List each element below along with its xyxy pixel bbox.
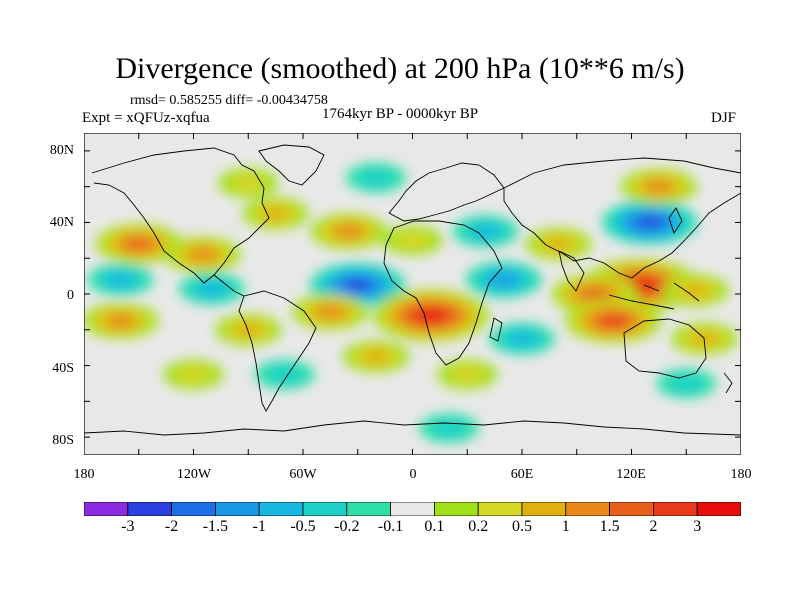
experiment-label: Expt = xQFUz-xqfua: [82, 110, 210, 126]
field-blob-13-level-2: [106, 272, 135, 287]
colorbar-box-6: [346, 502, 391, 516]
colorbar-box-13: [653, 502, 698, 516]
colorbar-box-3: [214, 502, 260, 516]
lon-label-120w: 120W: [176, 467, 212, 482]
field-blob-11-level-5: [346, 279, 369, 291]
colorbar-label-8: 0.2: [468, 518, 489, 535]
axis-ticks: [84, 133, 741, 455]
colorbar-box-0: [84, 502, 129, 516]
lat-label-0: 0: [67, 288, 74, 303]
field-blob-30-level-1: [431, 419, 467, 438]
coast-japan: [668, 207, 683, 235]
season-label: DJF: [711, 110, 737, 126]
colorbar-box-14: [696, 502, 741, 516]
lat-label-80s: 80S: [52, 433, 74, 448]
coast-africa: [383, 220, 503, 366]
field-blob-19-level-3: [317, 305, 344, 318]
field-blob-12-level-2: [197, 281, 226, 296]
coast-india: [558, 250, 585, 292]
coast-new-zealand: [723, 372, 733, 394]
colorbar-label-1: -2: [164, 518, 179, 535]
field-blob-9-level-1: [358, 168, 394, 187]
field-blob-22-level-5: [602, 315, 625, 326]
colorbar-box-2: [171, 502, 216, 516]
field-blob-25-level-2: [361, 349, 391, 364]
colorbar-label-4: -0.5: [290, 518, 316, 535]
colorbar-label-0: -3: [121, 518, 135, 535]
colorbar-label-11: 1.5: [599, 518, 620, 535]
lon-label-120e: 120E: [616, 467, 646, 482]
field-blob-0-level-4: [127, 238, 151, 250]
lon-label-60e: 60E: [510, 467, 534, 482]
coast-europe: [388, 162, 505, 222]
field-blob-21-level-3: [107, 314, 134, 327]
colorbar-label-3: -1: [252, 518, 266, 535]
coast-indonesia: [608, 282, 700, 310]
coast-greenland: [258, 144, 325, 186]
field-blob-4-level-1: [394, 231, 431, 250]
colorbar-label-5: -0.2: [334, 518, 360, 535]
coast-asia: [503, 157, 741, 279]
field-blob-16-level-4: [583, 288, 607, 300]
coast-madagascar: [489, 317, 503, 342]
field-blob-26-level-1: [449, 365, 486, 384]
colorbar-box-11: [565, 502, 610, 516]
coast-australia: [623, 318, 707, 379]
colorbar-label-13: 3: [693, 518, 702, 535]
divergence-field: [84, 162, 738, 443]
colorbar-label-12: 2: [649, 518, 658, 535]
colorbar-box-1: [127, 502, 172, 516]
colorbar-label-7: 0.1: [424, 518, 445, 535]
field-blob-14-level-3: [491, 273, 517, 286]
lon-label-180e: 180: [730, 467, 752, 482]
divergence-map: [84, 133, 741, 455]
field-blob-3-level-3: [335, 225, 362, 238]
coast-central-america: [213, 274, 245, 297]
field-blob-29-level-1: [668, 374, 705, 393]
stats-line: rmsd= 0.585255 diff= -0.00434758: [130, 93, 328, 108]
coast-antarctica: [84, 420, 741, 436]
field-blob-20-level-2: [234, 322, 263, 337]
lat-label-80n: 80N: [49, 143, 74, 158]
lon-label-60w: 60W: [289, 467, 317, 482]
colorbar-box-5: [302, 502, 348, 516]
period-label: 1764kyr BP - 0000kyr BP: [322, 106, 479, 122]
lon-label-180w: 180: [73, 467, 95, 482]
field-blob-17-level-2: [681, 283, 710, 298]
field-blob-2-level-2: [261, 206, 290, 221]
colorbar-label-10: 1: [561, 518, 570, 535]
colorbar: [84, 502, 741, 516]
colorbar-label-9: 0.5: [512, 518, 532, 535]
colorbar-label-6: -0.1: [377, 518, 404, 535]
plot-title: Divergence (smoothed) at 200 hPa (10**6 …: [115, 52, 685, 85]
coastlines: [84, 144, 741, 436]
colorbar-box-12: [609, 502, 654, 516]
coast-north-america: [91, 147, 270, 284]
coast-south-america: [238, 290, 317, 412]
field-blob-7-level-5: [638, 217, 661, 228]
colorbar-box-8: [433, 502, 479, 516]
lon-label-0: 0: [409, 467, 417, 482]
colorbar-box-7: [390, 502, 435, 516]
colorbar-box-10: [521, 502, 567, 516]
colorbar-box-4: [258, 502, 304, 516]
field-blob-27-level-1: [175, 365, 212, 384]
lat-label-40s: 40S: [52, 361, 74, 376]
field-blob-28-level-1: [266, 365, 303, 384]
colorbar-box-9: [477, 502, 523, 516]
colorbar-label-2: -1.5: [202, 518, 229, 535]
lat-label-40n: 40N: [49, 215, 74, 230]
field-blob-18-level-6: [419, 310, 443, 321]
field-blob-5-level-2: [471, 224, 500, 239]
field-blob-1-level-3: [189, 248, 216, 261]
field-blob-6-level-2: [544, 237, 573, 251]
field-blob-8-level-3: [646, 180, 672, 193]
field-blob-10-level-1: [230, 174, 267, 192]
field-blob-24-level-2: [507, 331, 537, 346]
